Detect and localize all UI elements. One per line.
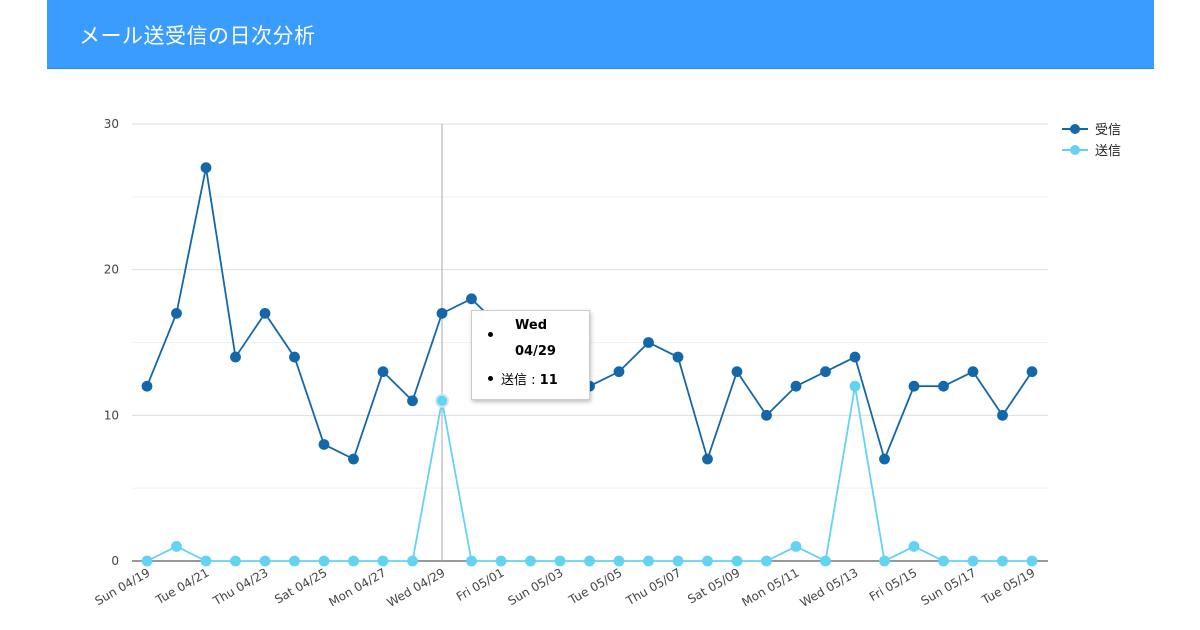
y-tick-label: 30 [104, 117, 119, 131]
x-tick-label: Thu 04/23 [210, 565, 271, 608]
data-point [643, 337, 654, 348]
data-point [466, 555, 477, 567]
data-point [289, 351, 300, 363]
data-tooltip: Wed 04/29 送信 : 11 [471, 310, 590, 400]
tooltip-date: 04/29 [515, 344, 556, 359]
data-point [554, 555, 566, 567]
data-point [672, 555, 684, 567]
data-point [141, 555, 153, 567]
data-point [967, 555, 979, 567]
header-bar: メール送受信の日次分析 [47, 0, 1154, 69]
data-point [466, 293, 477, 305]
tooltip-value: 11 [539, 373, 558, 388]
data-point [407, 555, 418, 567]
data-point [761, 555, 772, 567]
chart-grid [132, 123, 1048, 562]
x-tick-label: Sun 05/17 [918, 565, 978, 608]
tooltip-series-label: 送信 : [501, 373, 540, 388]
x-tick-label: Sat 05/09 [685, 565, 742, 606]
x-tick-label: Sun 05/03 [505, 565, 565, 608]
data-point [731, 366, 743, 378]
data-point [613, 366, 625, 378]
data-point [495, 555, 507, 567]
series-line [146, 386, 1032, 563]
data-point [908, 380, 920, 392]
data-point [702, 555, 713, 567]
x-tick-label: Sun 04/19 [92, 565, 152, 608]
y-axis-ticks: 0 10 20 30 [104, 117, 119, 568]
data-point [348, 555, 359, 567]
legend-label: 送信 [1095, 144, 1121, 159]
data-point [790, 541, 802, 552]
x-tick-label: Tue 04/21 [153, 565, 212, 607]
data-point [879, 555, 890, 567]
tooltip-day: Wed [515, 318, 547, 333]
data-point [849, 351, 861, 363]
y-tick-label: 20 [104, 263, 119, 277]
data-point [141, 380, 153, 392]
data-point [200, 555, 212, 567]
x-tick-label: Tue 05/19 [979, 565, 1038, 607]
data-point [436, 307, 448, 319]
tooltip-value-row: 送信 : 11 [501, 369, 558, 388]
data-point [171, 541, 182, 552]
data-point [318, 439, 330, 450]
x-tick-label: Wed 04/29 [385, 565, 448, 609]
legend-label: 受信 [1095, 123, 1121, 138]
x-tick-label: Fri 05/15 [867, 565, 920, 603]
data-point [525, 555, 536, 567]
data-point [377, 555, 389, 567]
data-point [790, 380, 802, 392]
data-point [731, 555, 743, 567]
data-point [672, 351, 684, 363]
legend-marker [1070, 145, 1080, 155]
data-point [584, 555, 595, 567]
data-point [879, 453, 890, 465]
data-point [997, 555, 1008, 567]
x-axis-ticks: Sun 04/19 Tue 04/21 Thu 04/23 Sat 04/25Mon … [92, 565, 1037, 609]
x-tick-label: Thu 05/07 [623, 565, 684, 608]
data-point [289, 555, 300, 567]
x-tick-label: Mon 05/11 [739, 565, 801, 609]
data-point [407, 395, 418, 407]
x-tick-label: Fri 05/01 [454, 565, 507, 603]
data-point [908, 541, 920, 552]
x-tick-label: Tue 05/05 [566, 565, 625, 607]
x-tick-label: Sat 04/25 [272, 565, 329, 606]
data-point [230, 555, 241, 567]
y-tick-label: 10 [104, 408, 119, 422]
data-point [938, 555, 949, 567]
data-point [761, 409, 772, 421]
page-title: メール送受信の日次分析 [79, 24, 316, 48]
x-tick-label: Wed 05/13 [798, 565, 861, 609]
data-point [997, 409, 1008, 421]
data-point [820, 555, 831, 567]
data-point [643, 555, 654, 567]
legend-marker [1070, 124, 1080, 134]
data-point [1026, 366, 1038, 378]
data-point [849, 380, 861, 392]
data-point [230, 351, 241, 363]
data-point [377, 366, 389, 378]
data-point [1026, 555, 1038, 567]
y-tick-label: 0 [111, 554, 119, 568]
data-point [613, 555, 625, 567]
data-point [259, 555, 271, 567]
data-point [820, 366, 831, 378]
x-tick-label: Mon 04/27 [326, 565, 388, 609]
data-point [435, 393, 449, 408]
bullet-icon [488, 376, 493, 381]
data-point [348, 453, 359, 465]
data-point [171, 307, 182, 319]
data-point [967, 366, 979, 378]
data-point [702, 453, 713, 465]
data-point [938, 380, 949, 392]
bullet-icon [488, 332, 493, 337]
data-point [200, 162, 212, 174]
data-point [259, 307, 271, 319]
data-point [318, 555, 330, 567]
